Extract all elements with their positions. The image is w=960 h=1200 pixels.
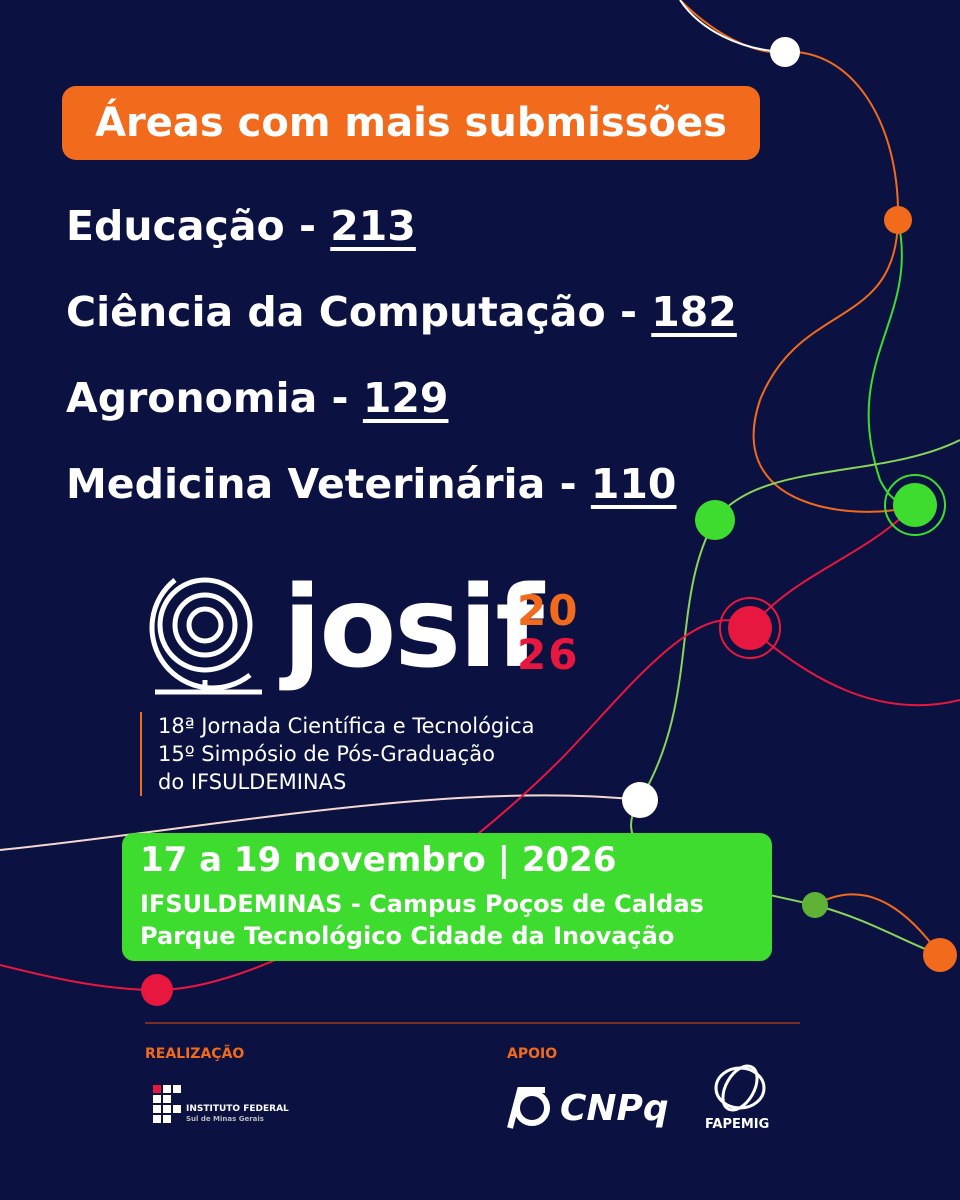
organizer-heading: REALIZAÇÃO bbox=[145, 1046, 245, 1062]
organizer-sub: Sul de Minas Gerais bbox=[186, 1115, 264, 1123]
divider bbox=[145, 1022, 800, 1024]
area-count: 182 bbox=[651, 288, 737, 336]
subtitle-line: 15º Simpósio de Pós-Graduação bbox=[158, 742, 495, 766]
area-item: Ciência da Computação - 182 bbox=[66, 288, 737, 336]
area-count: 129 bbox=[362, 374, 449, 422]
event-venue: IFSULDEMINAS - Campus Poços de Caldas bbox=[140, 890, 704, 918]
logo-year: 26 bbox=[517, 630, 580, 679]
sponsor-fapemig: FAPEMIG bbox=[705, 1117, 770, 1132]
area-count: 110 bbox=[590, 460, 677, 508]
if-logo bbox=[153, 1085, 181, 1123]
support-heading: APOIO bbox=[507, 1046, 558, 1062]
heading: Áreas com mais submissões bbox=[62, 86, 760, 160]
event-dates: 17 a 19 novembro | 2026 bbox=[140, 840, 617, 880]
event-place: Parque Tecnológico Cidade da Inovação bbox=[140, 922, 675, 950]
separator: - bbox=[331, 374, 349, 422]
logo-name: josif bbox=[283, 563, 544, 693]
globe-icon bbox=[149, 577, 262, 695]
area-label: Ciência da Computação bbox=[66, 288, 606, 336]
area-item: Medicina Veterinária - 110 bbox=[66, 460, 676, 508]
area-item: Educação - 213 bbox=[66, 202, 416, 250]
area-label: Medicina Veterinária bbox=[66, 460, 546, 508]
organizer-name: INSTITUTO FEDERAL bbox=[186, 1104, 289, 1114]
logo-year: 20 bbox=[517, 586, 580, 635]
separator: - bbox=[298, 202, 316, 250]
fapemig-icon bbox=[714, 1064, 766, 1112]
event-box bbox=[122, 833, 772, 961]
subtitle-line: 18ª Jornada Científica e Tecnológica bbox=[158, 714, 535, 738]
area-label: Agronomia bbox=[66, 374, 318, 422]
sponsor-cnpq: CNPq bbox=[560, 1088, 669, 1129]
cnpq-icon bbox=[507, 1087, 550, 1129]
separator: - bbox=[559, 460, 577, 508]
separator: - bbox=[619, 288, 637, 336]
area-label: Educação bbox=[66, 202, 285, 250]
area-item: Agronomia - 129 bbox=[66, 374, 448, 422]
subtitle-line: do IFSULDEMINAS bbox=[158, 770, 347, 794]
area-count: 213 bbox=[330, 202, 416, 250]
logo-subtitle: 18ª Jornada Científica e Tecnológica 15º… bbox=[140, 712, 535, 796]
